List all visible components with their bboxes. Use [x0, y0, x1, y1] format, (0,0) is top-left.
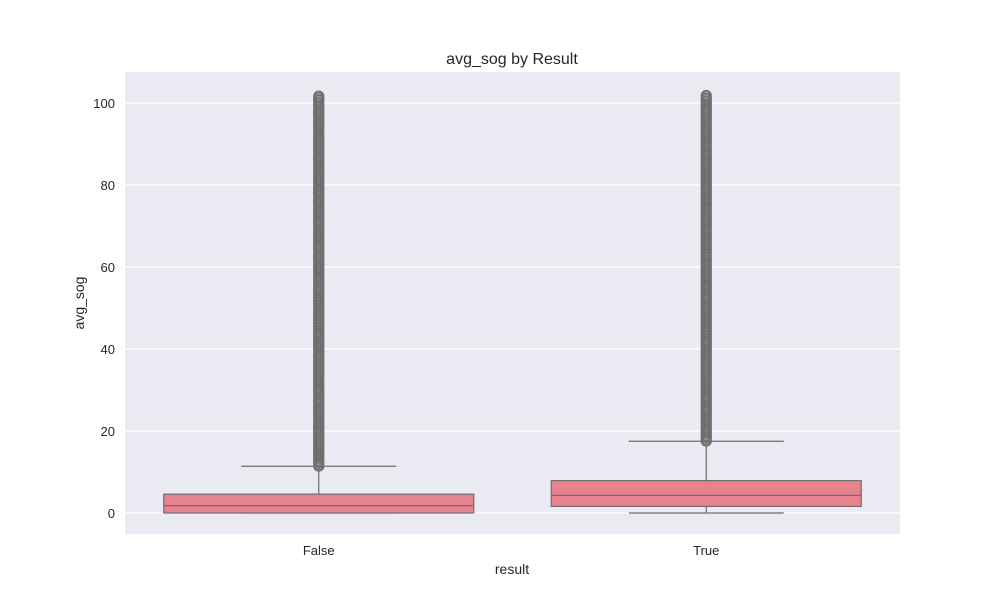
outliers	[700, 89, 712, 447]
outliers	[313, 90, 325, 472]
y-tick-label: 60	[101, 260, 115, 275]
outlier-point	[313, 90, 325, 102]
y-tick-label: 20	[101, 424, 115, 439]
box-false	[163, 90, 475, 514]
iqr-box	[550, 480, 862, 508]
y-tick-labels: 0 20 40 60 80 100	[93, 96, 115, 521]
y-tick-label: 80	[101, 178, 115, 193]
plot-background	[125, 72, 900, 534]
x-tick-labels: False True	[303, 543, 720, 558]
chart-title: avg_sog by Result	[446, 51, 578, 68]
iqr-box	[163, 493, 475, 514]
x-tick-label: True	[693, 543, 719, 558]
outlier-point	[700, 89, 712, 101]
box-true	[550, 89, 862, 514]
y-tick-label: 40	[101, 342, 115, 357]
x-axis-label: result	[495, 561, 529, 577]
x-tick-label: False	[303, 543, 335, 558]
y-axis-label: avg_sog	[71, 277, 87, 330]
y-tick-label: 0	[108, 506, 115, 521]
y-tick-label: 100	[93, 96, 115, 111]
boxes-group	[163, 89, 862, 514]
